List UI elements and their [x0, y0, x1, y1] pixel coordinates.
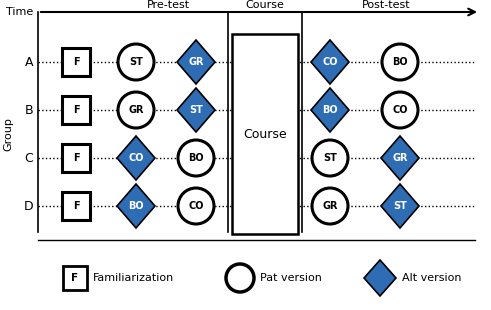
Polygon shape [364, 260, 396, 296]
Ellipse shape [382, 44, 418, 80]
Text: Pat version: Pat version [260, 273, 322, 283]
Ellipse shape [382, 92, 418, 128]
Text: Time: Time [6, 7, 33, 17]
Text: F: F [73, 105, 80, 115]
Text: ST: ST [189, 105, 203, 115]
Text: F: F [73, 57, 80, 67]
Text: ST: ST [393, 201, 407, 211]
Text: GR: GR [128, 105, 144, 115]
Ellipse shape [312, 140, 348, 176]
Ellipse shape [118, 44, 154, 80]
FancyBboxPatch shape [232, 34, 298, 234]
FancyBboxPatch shape [62, 144, 90, 172]
Text: GR: GR [188, 57, 204, 67]
Ellipse shape [178, 188, 214, 224]
Text: CO: CO [188, 201, 204, 211]
Polygon shape [117, 184, 155, 228]
FancyBboxPatch shape [62, 96, 90, 124]
Text: CO: CO [392, 105, 408, 115]
Ellipse shape [118, 92, 154, 128]
Text: GR: GR [392, 153, 408, 163]
Text: D: D [24, 200, 33, 212]
Text: F: F [73, 153, 80, 163]
Text: ST: ST [323, 153, 337, 163]
Text: C: C [24, 152, 33, 165]
Text: CO: CO [322, 57, 338, 67]
Text: Alt version: Alt version [402, 273, 462, 283]
Polygon shape [381, 136, 419, 180]
Text: CO: CO [128, 153, 144, 163]
Ellipse shape [178, 140, 214, 176]
Polygon shape [177, 88, 215, 132]
Text: A: A [25, 55, 33, 69]
Text: Course: Course [243, 127, 287, 140]
Text: Pre-test: Pre-test [146, 0, 190, 10]
Ellipse shape [226, 264, 254, 292]
Polygon shape [311, 40, 349, 84]
Polygon shape [311, 88, 349, 132]
Text: Group: Group [3, 117, 13, 151]
FancyBboxPatch shape [62, 48, 90, 76]
Text: Familiarization: Familiarization [93, 273, 174, 283]
Text: BO: BO [128, 201, 144, 211]
Text: Course: Course [246, 0, 284, 10]
Text: F: F [71, 273, 79, 283]
Text: ST: ST [129, 57, 143, 67]
Polygon shape [381, 184, 419, 228]
Text: BO: BO [392, 57, 408, 67]
Text: BO: BO [322, 105, 338, 115]
Ellipse shape [312, 188, 348, 224]
FancyBboxPatch shape [63, 266, 87, 290]
Polygon shape [177, 40, 215, 84]
Text: Post-test: Post-test [362, 0, 410, 10]
Polygon shape [117, 136, 155, 180]
Text: GR: GR [322, 201, 338, 211]
Text: BO: BO [188, 153, 204, 163]
Text: B: B [25, 104, 33, 117]
FancyBboxPatch shape [62, 192, 90, 220]
Text: F: F [73, 201, 80, 211]
